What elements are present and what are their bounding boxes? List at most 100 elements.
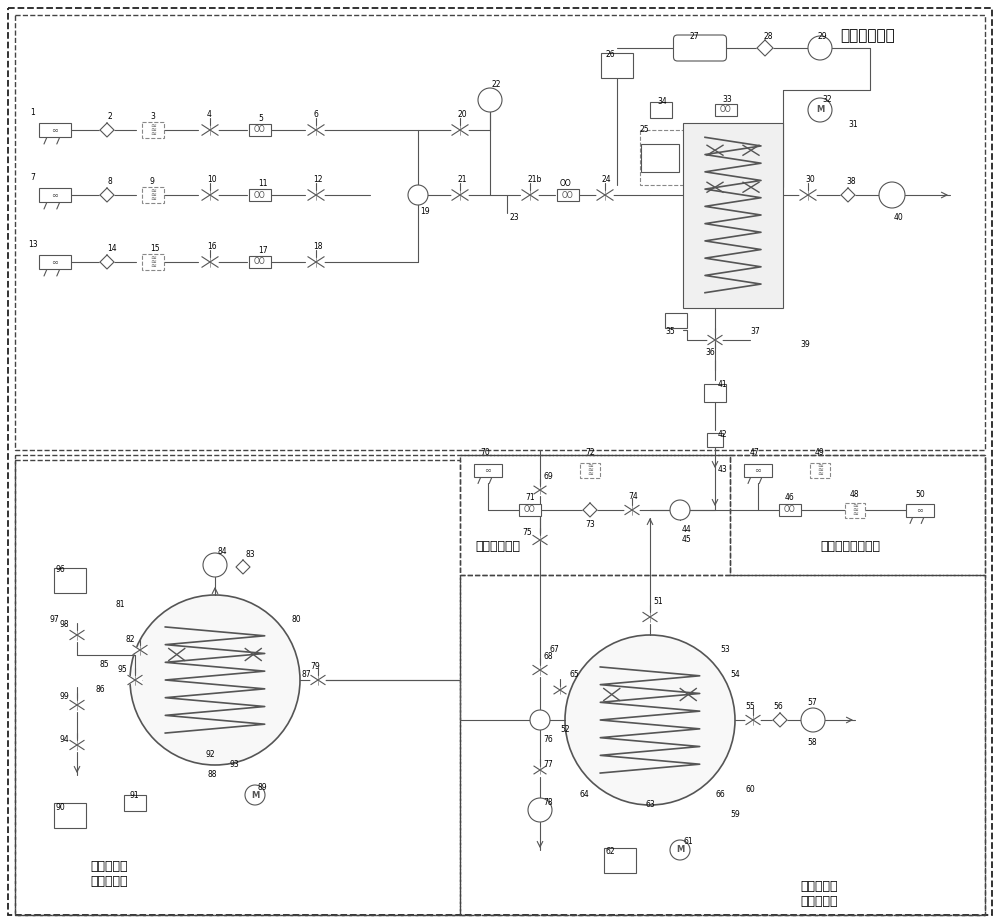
- Text: 97: 97: [50, 615, 60, 624]
- Bar: [601, 53, 633, 78]
- Bar: [39, 255, 71, 269]
- Text: 91: 91: [130, 791, 140, 800]
- Bar: [580, 462, 600, 477]
- Polygon shape: [128, 676, 135, 685]
- Text: 17: 17: [258, 246, 268, 255]
- Text: 79: 79: [310, 662, 320, 671]
- Bar: [640, 130, 705, 185]
- Polygon shape: [70, 701, 77, 710]
- Polygon shape: [554, 686, 560, 694]
- Text: 46: 46: [785, 493, 795, 502]
- Polygon shape: [534, 486, 540, 494]
- Polygon shape: [308, 257, 316, 267]
- Text: 96: 96: [55, 565, 65, 574]
- Text: ≈: ≈: [587, 467, 593, 473]
- Bar: [249, 256, 271, 268]
- Circle shape: [130, 595, 300, 765]
- Text: 66: 66: [715, 790, 725, 799]
- Text: ≈: ≈: [852, 511, 858, 517]
- Text: ≈: ≈: [852, 507, 858, 513]
- Polygon shape: [800, 190, 808, 200]
- Text: 22: 22: [492, 80, 502, 89]
- Text: 70: 70: [480, 448, 490, 457]
- Polygon shape: [540, 535, 547, 545]
- Text: 27: 27: [690, 32, 700, 41]
- Text: 34: 34: [657, 97, 667, 106]
- Bar: [15, 455, 985, 915]
- Text: 39: 39: [800, 340, 810, 349]
- Text: 1: 1: [30, 108, 35, 117]
- Bar: [54, 568, 86, 593]
- Polygon shape: [533, 535, 540, 545]
- Text: 混合气预热
及混合系统: 混合气预热 及混合系统: [800, 880, 838, 908]
- Polygon shape: [530, 190, 538, 200]
- Text: ≈: ≈: [150, 127, 156, 133]
- Polygon shape: [583, 503, 597, 517]
- Bar: [460, 455, 730, 575]
- Polygon shape: [773, 713, 787, 727]
- Text: 81: 81: [115, 600, 124, 609]
- Text: 99: 99: [60, 692, 70, 701]
- Circle shape: [879, 182, 905, 208]
- Polygon shape: [560, 686, 566, 694]
- Text: 56: 56: [773, 702, 783, 711]
- Polygon shape: [534, 766, 540, 773]
- Text: ∞: ∞: [52, 126, 58, 135]
- Text: 57: 57: [807, 698, 817, 707]
- Text: 88: 88: [207, 770, 216, 779]
- Text: 62: 62: [605, 847, 615, 856]
- Text: OO: OO: [524, 506, 536, 514]
- Text: 21b: 21b: [527, 175, 541, 184]
- Polygon shape: [452, 125, 460, 135]
- Bar: [142, 122, 164, 138]
- Polygon shape: [77, 630, 84, 640]
- Polygon shape: [605, 190, 613, 200]
- Text: 78: 78: [543, 798, 553, 807]
- Text: M: M: [251, 790, 259, 799]
- Text: ≈: ≈: [150, 196, 156, 202]
- Text: 6: 6: [313, 110, 318, 119]
- Text: ∞: ∞: [916, 506, 924, 514]
- Text: 25: 25: [640, 125, 650, 134]
- Polygon shape: [808, 190, 816, 200]
- Polygon shape: [460, 125, 468, 135]
- Text: 53: 53: [720, 645, 730, 654]
- Text: 52: 52: [560, 725, 570, 734]
- Bar: [142, 254, 164, 270]
- Text: ≈: ≈: [587, 463, 593, 469]
- Polygon shape: [308, 190, 316, 200]
- Text: 18: 18: [313, 242, 322, 251]
- Text: 89: 89: [258, 783, 268, 792]
- Text: 63: 63: [645, 800, 655, 809]
- Text: 82: 82: [125, 635, 134, 644]
- Text: 29: 29: [818, 32, 828, 41]
- Text: ∞: ∞: [484, 465, 492, 474]
- Bar: [744, 463, 772, 476]
- Text: 69: 69: [543, 472, 553, 481]
- Circle shape: [528, 798, 552, 822]
- Text: 26: 26: [605, 50, 615, 59]
- Polygon shape: [100, 188, 114, 202]
- Text: OO: OO: [720, 105, 732, 114]
- Text: 55: 55: [745, 702, 755, 711]
- Bar: [249, 124, 271, 136]
- Circle shape: [808, 36, 832, 60]
- Text: 16: 16: [207, 242, 217, 251]
- Polygon shape: [316, 125, 324, 135]
- Text: OO: OO: [562, 190, 574, 199]
- Bar: [845, 502, 865, 518]
- Text: 2: 2: [107, 112, 112, 121]
- Bar: [142, 187, 164, 203]
- Text: 95: 95: [118, 665, 128, 674]
- Circle shape: [801, 708, 825, 732]
- Text: 7: 7: [30, 173, 35, 182]
- Text: 燃烧室及排
气采样系统: 燃烧室及排 气采样系统: [90, 860, 128, 888]
- Text: 空气供给系统: 空气供给系统: [475, 540, 520, 553]
- Polygon shape: [715, 335, 722, 344]
- Text: 80: 80: [292, 615, 302, 624]
- Text: 59: 59: [730, 810, 740, 819]
- Text: 36: 36: [705, 348, 715, 357]
- Text: 92: 92: [205, 750, 215, 759]
- Polygon shape: [140, 645, 147, 654]
- Text: OO: OO: [254, 126, 266, 135]
